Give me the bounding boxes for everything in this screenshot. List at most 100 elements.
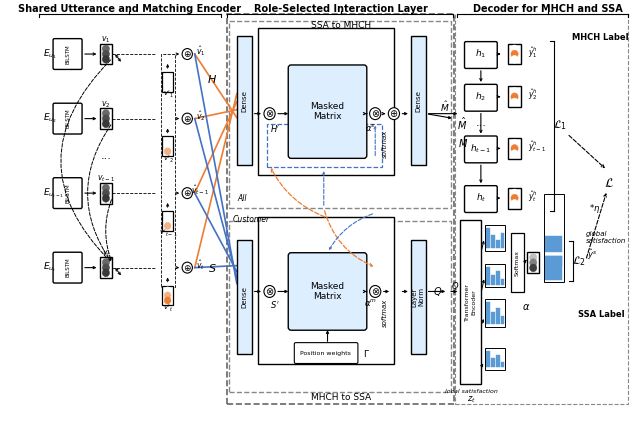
Bar xyxy=(411,36,426,165)
Circle shape xyxy=(369,286,381,297)
Text: $\hat{v}_t$: $\hat{v}_t$ xyxy=(196,258,205,272)
FancyBboxPatch shape xyxy=(288,253,367,330)
Text: SSA to MHCH: SSA to MHCH xyxy=(310,21,371,30)
Circle shape xyxy=(264,108,275,120)
Bar xyxy=(508,44,520,64)
Circle shape xyxy=(164,217,171,225)
FancyBboxPatch shape xyxy=(465,136,497,163)
Bar xyxy=(100,44,112,64)
Text: $h_1$: $h_1$ xyxy=(476,48,486,60)
Circle shape xyxy=(102,269,109,277)
Text: Dense: Dense xyxy=(241,90,247,112)
FancyBboxPatch shape xyxy=(288,65,367,158)
Text: BILSTM: BILSTM xyxy=(65,258,70,277)
Bar xyxy=(227,14,454,404)
Text: global
satisfaction: global satisfaction xyxy=(586,231,626,244)
Text: MHCH Label: MHCH Label xyxy=(572,33,628,41)
FancyBboxPatch shape xyxy=(465,84,497,111)
Circle shape xyxy=(182,188,193,198)
Circle shape xyxy=(388,108,399,120)
Bar xyxy=(267,124,381,167)
Circle shape xyxy=(164,222,171,230)
Bar xyxy=(100,183,112,203)
Bar xyxy=(500,233,504,248)
Bar xyxy=(491,312,495,324)
Bar xyxy=(484,299,505,327)
Circle shape xyxy=(529,259,537,266)
Circle shape xyxy=(511,45,518,53)
Bar xyxy=(162,211,173,231)
Text: $v_2$: $v_2$ xyxy=(101,99,111,110)
FancyBboxPatch shape xyxy=(465,41,497,69)
FancyBboxPatch shape xyxy=(53,38,82,69)
Text: $\alpha^m$: $\alpha^m$ xyxy=(364,297,377,308)
Bar xyxy=(237,240,252,354)
Circle shape xyxy=(102,45,109,53)
Text: $\hat{v}_1$: $\hat{v}_1$ xyxy=(196,44,205,58)
Text: $h_{t-1}$: $h_{t-1}$ xyxy=(470,142,492,155)
Circle shape xyxy=(511,88,518,96)
Text: $\otimes$: $\otimes$ xyxy=(265,286,274,297)
Text: BILSTM: BILSTM xyxy=(65,44,70,64)
Circle shape xyxy=(529,264,537,272)
Bar xyxy=(543,194,564,282)
Bar xyxy=(508,86,520,107)
Text: $z_t$: $z_t$ xyxy=(467,395,476,405)
FancyBboxPatch shape xyxy=(465,186,497,212)
Text: local satisfaction: local satisfaction xyxy=(445,389,498,394)
Bar xyxy=(491,358,495,367)
Circle shape xyxy=(511,93,518,101)
Text: $H$: $H$ xyxy=(207,73,218,85)
Bar xyxy=(545,236,562,252)
Text: $\mathcal{L}_1$: $\mathcal{L}_1$ xyxy=(554,119,568,132)
Bar xyxy=(491,275,495,285)
Text: $\oplus$: $\oplus$ xyxy=(183,188,191,198)
Bar xyxy=(486,302,490,324)
Text: All: All xyxy=(237,194,247,203)
Text: $\hat{y}^s$: $\hat{y}^s$ xyxy=(588,247,598,262)
Text: Masked
Matrix: Masked Matrix xyxy=(310,102,344,121)
Bar xyxy=(486,228,490,248)
Bar xyxy=(508,188,520,209)
Text: $*\eta$: $*\eta$ xyxy=(589,201,600,214)
Bar xyxy=(100,257,112,278)
Text: $\alpha$: $\alpha$ xyxy=(522,302,530,312)
Circle shape xyxy=(102,110,109,117)
Text: Shared Utterance and Matching Encoder: Shared Utterance and Matching Encoder xyxy=(18,4,241,14)
Bar xyxy=(100,108,112,129)
Bar xyxy=(491,235,495,248)
Bar xyxy=(161,54,175,288)
Bar xyxy=(500,279,504,285)
Text: SSA Label: SSA Label xyxy=(578,310,625,319)
Text: $S'$: $S'$ xyxy=(270,299,280,310)
Text: $\Gamma$: $\Gamma$ xyxy=(364,348,371,359)
Text: Role-Selected Interaction Layer: Role-Selected Interaction Layer xyxy=(253,4,428,14)
Text: $E_{u_t}$: $E_{u_t}$ xyxy=(44,261,57,275)
Text: Transformer
Encoder: Transformer Encoder xyxy=(465,283,476,321)
Bar xyxy=(411,240,426,354)
Bar xyxy=(508,138,520,159)
Circle shape xyxy=(164,83,171,91)
Bar xyxy=(500,316,504,324)
Circle shape xyxy=(511,189,518,197)
Circle shape xyxy=(164,143,171,150)
FancyBboxPatch shape xyxy=(53,252,82,283)
Text: $\alpha^s$: $\alpha^s$ xyxy=(365,122,376,133)
Text: $Q$: $Q$ xyxy=(451,280,459,291)
Bar xyxy=(229,221,451,392)
Bar xyxy=(229,21,451,208)
Bar xyxy=(162,286,173,305)
Bar xyxy=(545,256,562,266)
Circle shape xyxy=(102,120,109,128)
Text: $\mathcal{L}$: $\mathcal{L}$ xyxy=(604,177,614,190)
Bar xyxy=(162,72,173,92)
Text: softmax: softmax xyxy=(381,298,388,327)
Bar xyxy=(511,233,524,292)
Circle shape xyxy=(102,184,109,192)
Text: ...: ... xyxy=(100,151,111,161)
Text: $\otimes$: $\otimes$ xyxy=(371,286,380,297)
Bar xyxy=(500,362,504,367)
Bar xyxy=(460,220,481,384)
Circle shape xyxy=(164,78,171,85)
Circle shape xyxy=(102,115,109,123)
